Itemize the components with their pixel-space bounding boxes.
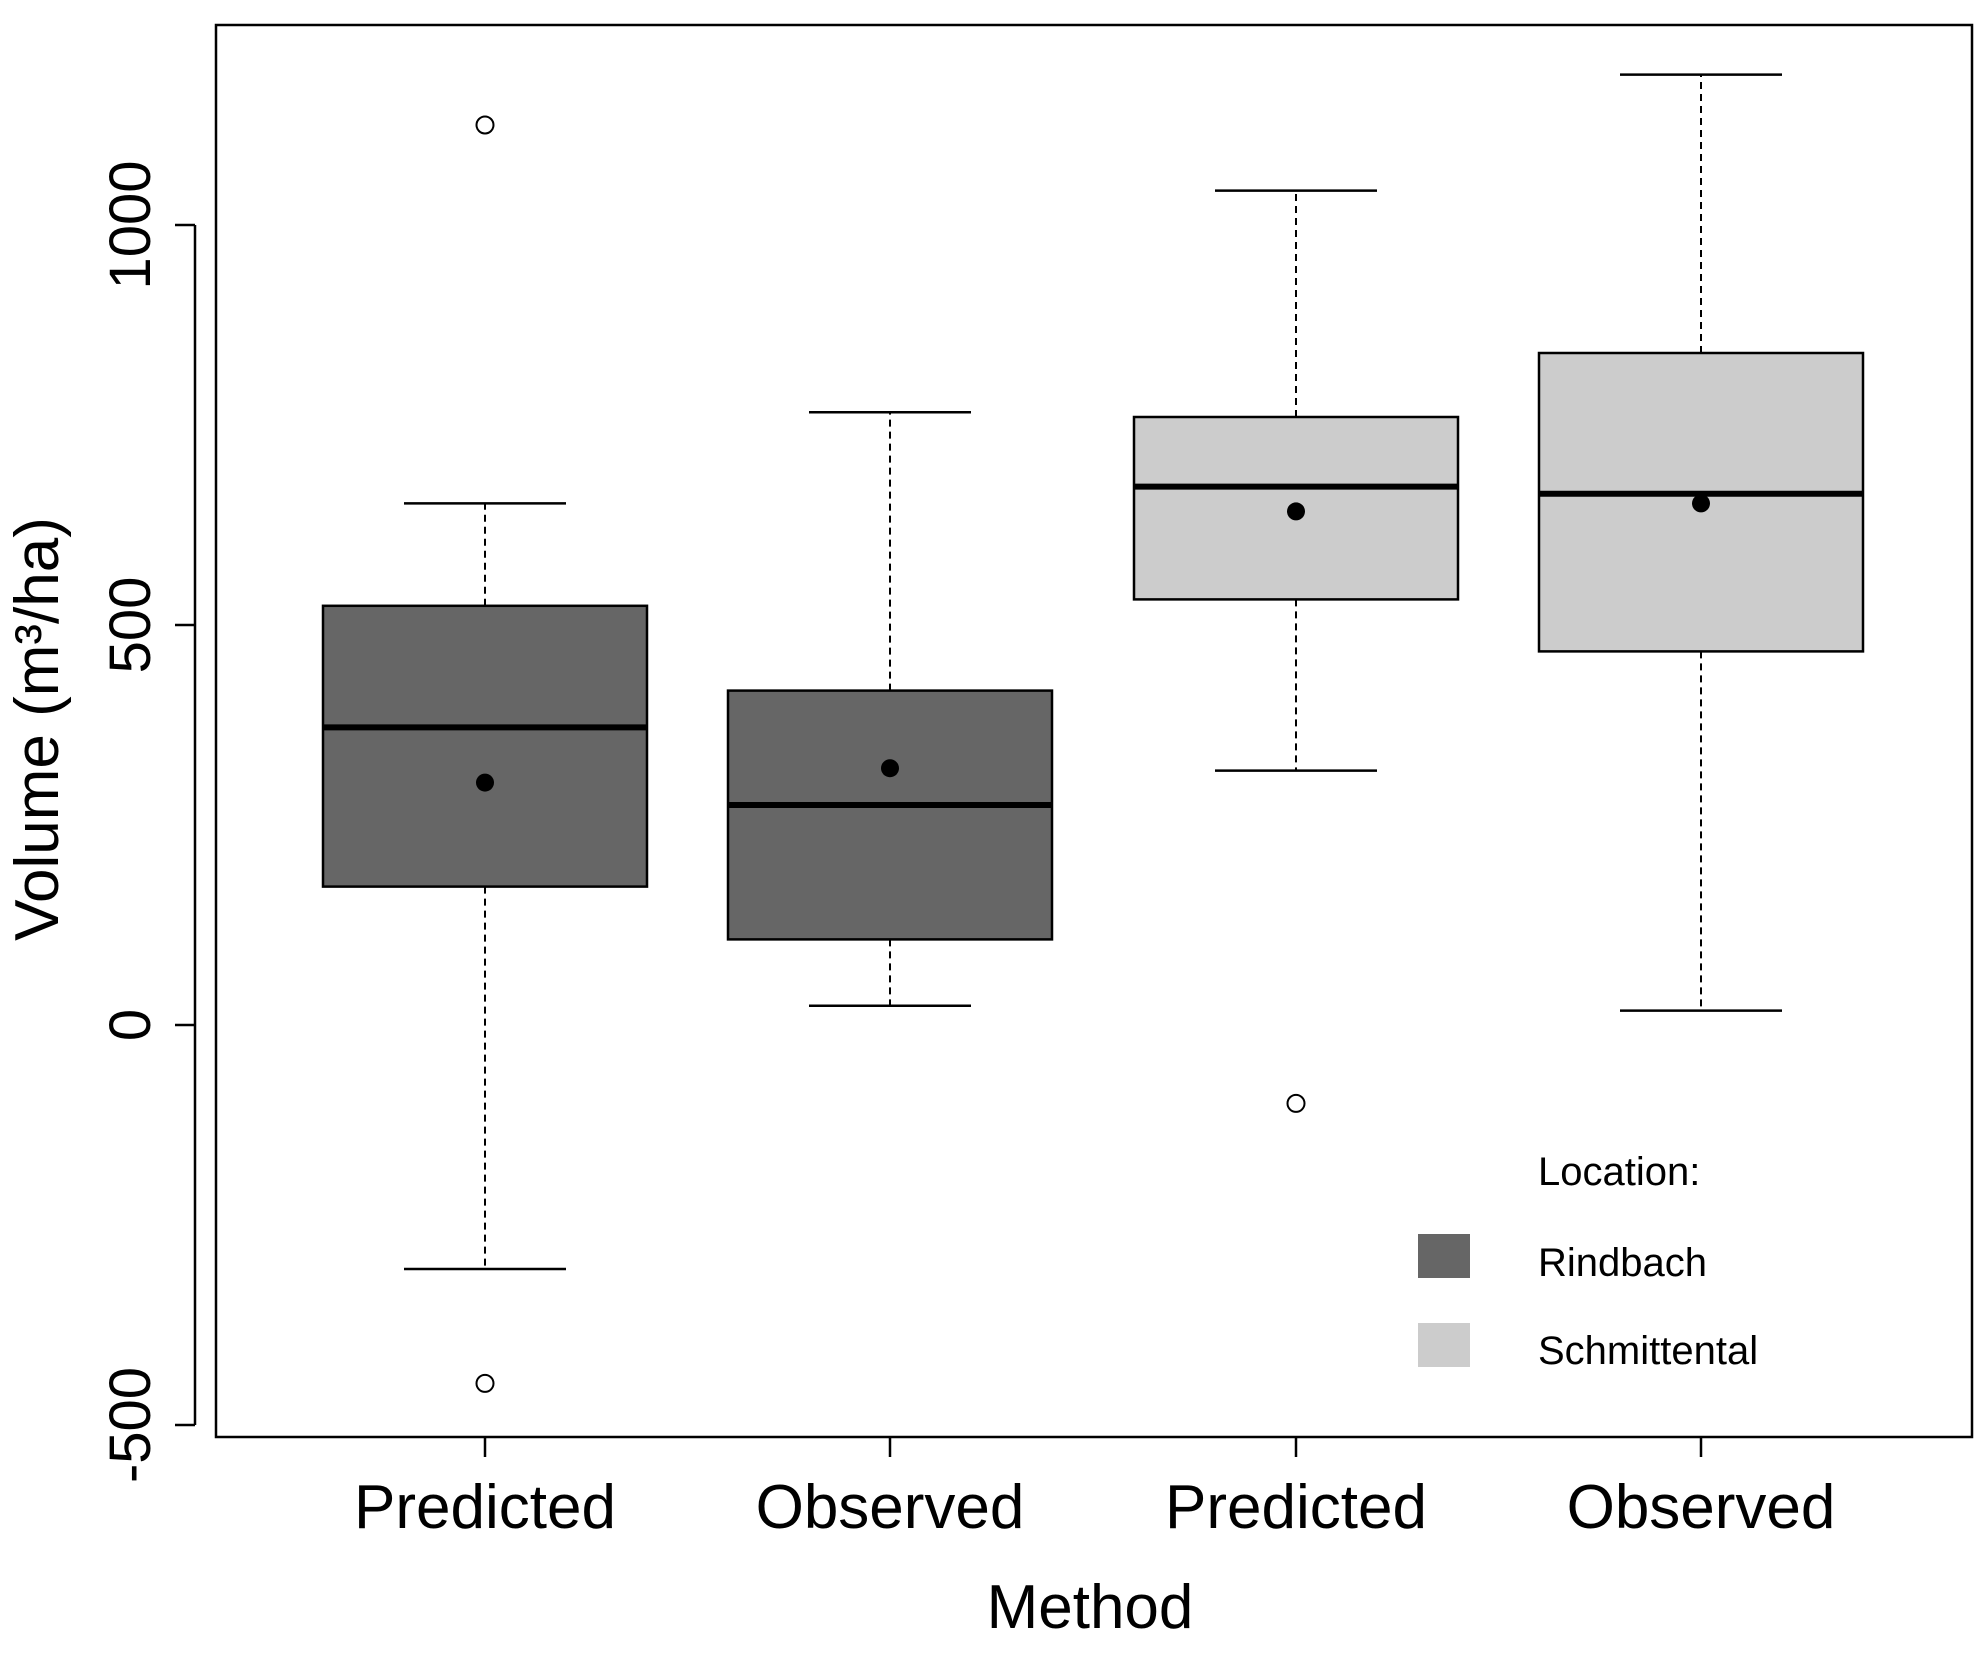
x-tick-label: Observed — [756, 1473, 1025, 1542]
y-axis-title: Volume (m³/ha) — [3, 517, 72, 941]
y-tick-label: -500 — [98, 1367, 163, 1483]
box-schmittental-observed — [1537, 73, 1865, 1012]
box-schmittental-predicted — [1132, 189, 1460, 1113]
box-body — [726, 689, 1054, 941]
box-rindbach-observed — [726, 410, 1054, 1008]
plot-frame — [214, 23, 1974, 1439]
y-tick-label: 500 — [98, 577, 163, 674]
outlier-point — [475, 1373, 495, 1393]
x-tick-label: Predicted — [1165, 1473, 1427, 1542]
x-axis: Predicted Observed Predicted Observed — [354, 1437, 1835, 1542]
x-tick-label: Observed — [1567, 1473, 1836, 1542]
legend-title: Location: — [1538, 1150, 1700, 1194]
y-tick-label: 0 — [98, 1009, 163, 1041]
x-axis-title: Method — [987, 1573, 1194, 1642]
legend: Location: Rindbach Schmittental — [1418, 1150, 1758, 1373]
y-axis: -500 0 500 1000 — [98, 160, 197, 1483]
legend-swatch-schmittental — [1418, 1323, 1470, 1367]
box-body — [321, 604, 649, 888]
mean-point — [476, 773, 494, 792]
box-rindbach-predicted — [321, 115, 649, 1393]
outlier-point — [1286, 1093, 1306, 1113]
x-tick-label: Predicted — [354, 1473, 616, 1542]
y-tick-label: 1000 — [98, 160, 163, 289]
box-series — [321, 73, 1865, 1393]
legend-label-schmittental: Schmittental — [1538, 1329, 1758, 1373]
mean-point — [881, 759, 899, 778]
mean-point — [1692, 494, 1710, 513]
legend-label-rindbach: Rindbach — [1538, 1241, 1707, 1285]
mean-point — [1287, 502, 1305, 521]
legend-swatch-rindbach — [1418, 1234, 1470, 1278]
outlier-point — [475, 115, 495, 135]
